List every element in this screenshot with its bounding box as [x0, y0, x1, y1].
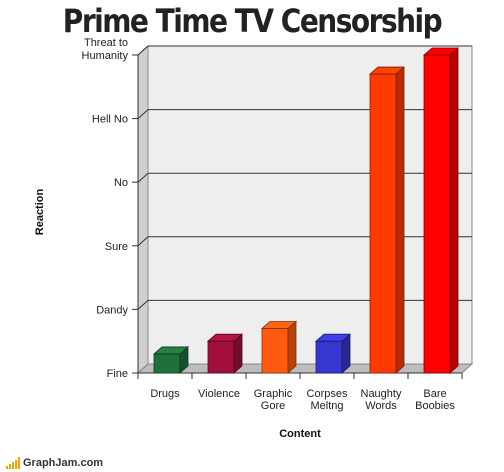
bar-side	[449, 47, 459, 374]
y-axis-label: Reaction	[34, 188, 46, 235]
bar	[152, 346, 190, 374]
footer: GraphJam.com	[6, 455, 103, 469]
gridline-side	[137, 236, 149, 247]
bar	[422, 47, 460, 374]
x-axis-label: Content	[279, 428, 321, 440]
bar	[206, 333, 244, 374]
bar-top	[422, 47, 460, 56]
y-tick-label: Dandy	[96, 304, 128, 316]
x-tick-label: Bare Boobies	[415, 388, 455, 412]
bar-front	[369, 73, 397, 374]
bar-front	[315, 340, 343, 374]
plot-back-wall	[147, 45, 473, 365]
x-tick-label: Graphic Gore	[254, 388, 293, 412]
bar	[260, 320, 298, 374]
gridline-side	[137, 45, 149, 56]
graphjam-logo-icon	[6, 457, 20, 469]
bar-top	[152, 346, 190, 355]
gridline-side	[137, 109, 149, 119]
y-tick-label: Sure	[105, 241, 128, 253]
y-tick-label: Fine	[107, 368, 128, 380]
gridline-side	[137, 172, 149, 183]
x-tick-label: Drugs	[150, 388, 180, 400]
x-tick-label: Violence	[198, 388, 240, 400]
bar	[368, 66, 406, 374]
plot-side-wall	[137, 44, 149, 375]
bar	[314, 333, 352, 374]
bar-front	[153, 353, 181, 374]
bar-top	[260, 321, 298, 329]
x-tick-label: Corpses Meltng	[307, 388, 348, 412]
bar-top	[314, 333, 352, 342]
bar-top	[368, 66, 406, 75]
bar-side	[287, 320, 297, 374]
chart-title: Prime Time TV Censorship	[62, 2, 443, 40]
gridline-side	[137, 300, 149, 310]
y-tick-label: Threat to Humanity	[82, 37, 129, 62]
bar-side	[395, 66, 405, 374]
bar-front	[261, 328, 289, 374]
footer-brand: GraphJam.com	[23, 457, 104, 469]
y-tick-label: No	[114, 177, 128, 189]
bar-top	[206, 333, 244, 342]
bar-front	[423, 54, 451, 374]
y-tick-label: Hell No	[92, 114, 128, 126]
x-tick-label: Naughty Words	[361, 388, 402, 412]
bar-front	[207, 340, 235, 374]
